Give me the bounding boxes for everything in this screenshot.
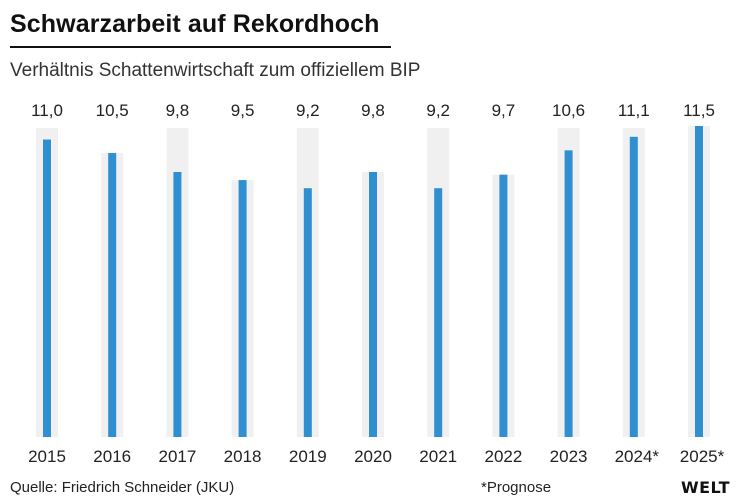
value-label: 11,1	[618, 101, 650, 120]
x-tick-label: 2021	[419, 447, 457, 466]
value-label: 9,8	[361, 101, 385, 120]
x-tick-label: 2017	[158, 447, 196, 466]
value-label: 10,5	[96, 101, 129, 120]
value-label: 9,2	[426, 101, 450, 120]
x-tick-label: 2024*	[615, 447, 660, 466]
bar-2021	[434, 188, 443, 437]
source-note: Quelle: Friedrich Schneider (JKU)	[10, 479, 235, 496]
x-tick-label: 2025*	[680, 447, 725, 466]
value-label: 9,8	[166, 101, 190, 120]
value-label: 11,0	[31, 101, 63, 120]
bar-2022	[499, 174, 508, 437]
forecast-footnote: *Prognose	[481, 479, 552, 496]
bar-2024	[629, 136, 638, 438]
chart-title: Schwarzarbeit auf Rekordhoch	[10, 10, 380, 38]
x-tick-label: 2015	[28, 447, 66, 466]
value-label: 9,7	[492, 101, 516, 120]
bar-2020	[369, 171, 377, 437]
value-label: 11,5	[683, 101, 715, 120]
x-tick-label: 2023	[550, 447, 588, 466]
chart-subtitle: Verhältnis Schattenwirtschaft zum offizi…	[10, 60, 421, 81]
x-tick-label: 2020	[354, 447, 392, 466]
bar-2015	[43, 139, 51, 438]
x-tick-label: 2016	[93, 447, 131, 466]
x-tick-label: 2019	[289, 447, 327, 466]
bar-2017	[173, 171, 182, 437]
title-underline	[10, 46, 391, 48]
bar-2018	[238, 180, 247, 437]
value-label: 9,5	[231, 101, 255, 120]
bar-2023	[564, 150, 573, 438]
bar-2016	[108, 153, 117, 438]
bar-2025	[695, 126, 703, 437]
x-tick-label: 2022	[484, 447, 522, 466]
value-label: 10,6	[552, 101, 585, 120]
bar-2019	[303, 188, 312, 437]
value-label: 9,2	[296, 101, 320, 120]
x-tick-label: 2018	[224, 447, 262, 466]
welt-logo: WELT	[680, 478, 730, 497]
